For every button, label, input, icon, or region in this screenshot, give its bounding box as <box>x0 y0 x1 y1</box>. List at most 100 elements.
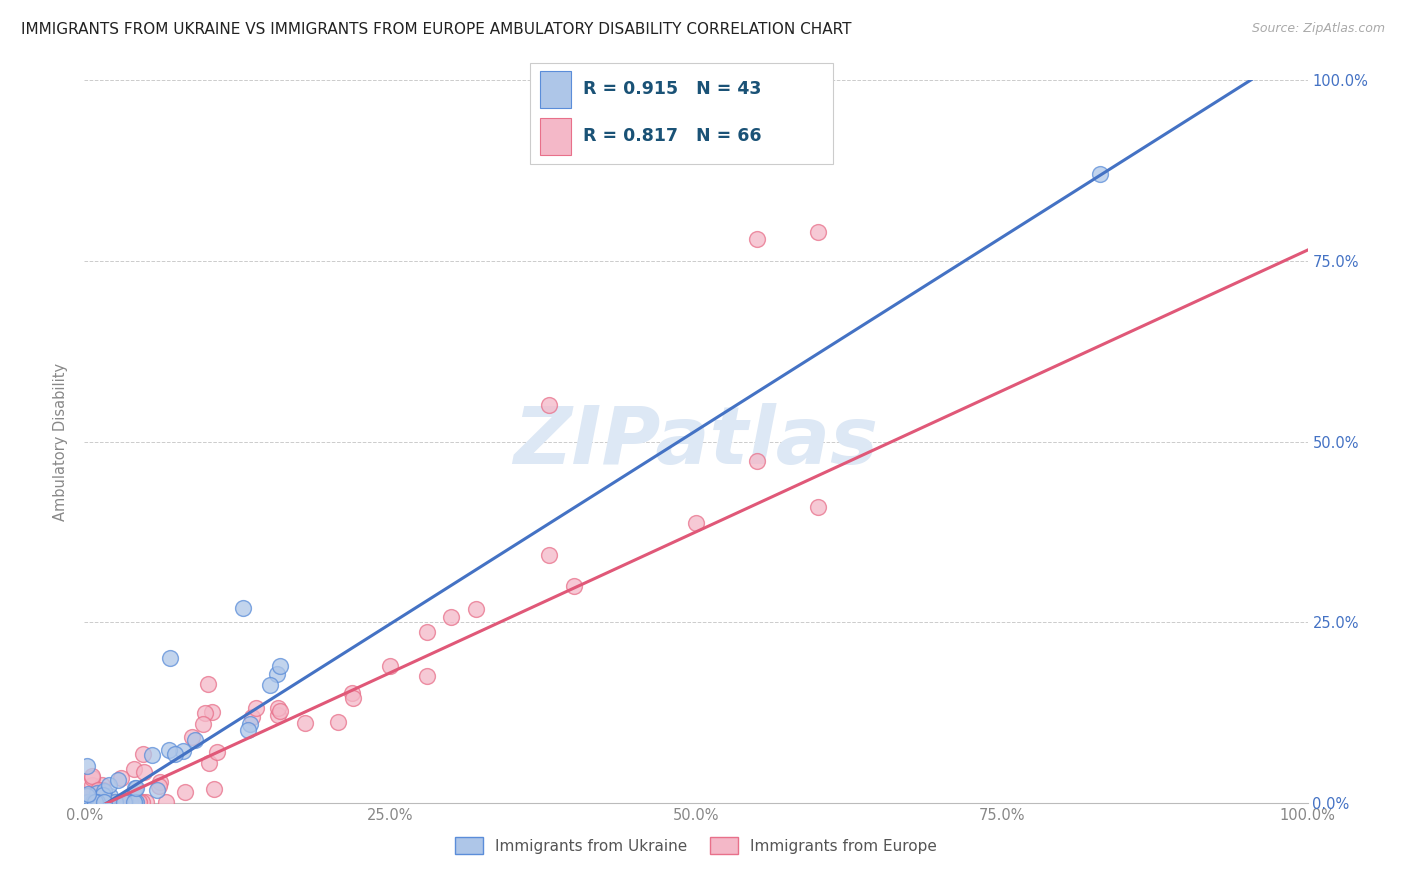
Point <box>80 771 103 785</box>
Point <box>245 700 267 714</box>
Point <box>259 678 281 692</box>
Point <box>294 715 316 730</box>
Text: ZIPatlas: ZIPatlas <box>513 402 879 481</box>
Bar <box>540 118 571 155</box>
Point <box>93 795 115 809</box>
Point <box>146 783 169 797</box>
Point <box>110 771 132 785</box>
Point <box>86 795 108 809</box>
Point <box>184 733 207 747</box>
Point <box>201 705 224 719</box>
Point <box>108 795 131 809</box>
Point <box>83 795 105 809</box>
Text: R = 0.817   N = 66: R = 0.817 N = 66 <box>583 128 762 145</box>
Point <box>90 795 112 809</box>
Point <box>232 600 254 615</box>
Point <box>562 578 585 592</box>
Point <box>120 795 142 809</box>
Point <box>86 786 108 800</box>
Point <box>114 794 136 808</box>
Point <box>155 795 177 809</box>
Point <box>122 762 145 776</box>
Point <box>98 795 121 809</box>
Point <box>96 795 118 809</box>
Point <box>148 779 170 793</box>
Point <box>464 602 486 616</box>
Point <box>93 795 115 809</box>
Point <box>80 769 103 783</box>
Point <box>269 658 291 673</box>
Point <box>76 789 98 803</box>
Point <box>125 780 148 795</box>
Point <box>538 548 561 562</box>
Point <box>79 795 101 809</box>
Point <box>174 785 197 799</box>
Point <box>1088 167 1111 181</box>
Point <box>76 795 98 809</box>
Point <box>165 747 187 762</box>
Point <box>340 686 363 700</box>
Point <box>267 700 290 714</box>
Point <box>80 778 103 792</box>
Point <box>107 772 129 787</box>
Point <box>83 795 105 809</box>
Point <box>84 795 107 809</box>
Text: IMMIGRANTS FROM UKRAINE VS IMMIGRANTS FROM EUROPE AMBULATORY DISABILITY CORRELAT: IMMIGRANTS FROM UKRAINE VS IMMIGRANTS FR… <box>21 22 852 37</box>
Point <box>326 715 349 730</box>
Legend: Immigrants from Ukraine, Immigrants from Europe: Immigrants from Ukraine, Immigrants from… <box>449 831 943 860</box>
Point <box>112 795 135 809</box>
Point <box>76 791 98 805</box>
Point <box>342 691 364 706</box>
Point <box>76 795 98 809</box>
Point <box>98 789 121 803</box>
Point <box>84 795 107 809</box>
Point <box>685 516 707 531</box>
Point <box>747 232 769 246</box>
Point <box>104 795 127 809</box>
Bar <box>540 70 571 108</box>
Point <box>197 756 219 770</box>
Point <box>269 704 291 718</box>
Point <box>124 795 146 809</box>
Point <box>267 707 290 722</box>
Point <box>807 225 830 239</box>
Point <box>440 610 463 624</box>
Point <box>197 677 219 691</box>
Point <box>82 795 104 809</box>
Point <box>205 745 228 759</box>
Point <box>76 795 98 809</box>
Point <box>93 788 115 802</box>
Point <box>416 625 439 640</box>
Text: Source: ZipAtlas.com: Source: ZipAtlas.com <box>1251 22 1385 36</box>
Point <box>202 782 225 797</box>
Point <box>181 730 204 744</box>
Point <box>98 778 121 792</box>
Point <box>141 747 163 762</box>
Point <box>98 795 121 809</box>
Point <box>135 795 157 809</box>
Point <box>157 743 180 757</box>
Point <box>122 795 145 809</box>
Point <box>91 795 114 809</box>
Point <box>128 795 150 809</box>
Point <box>76 795 98 809</box>
Point <box>266 666 288 681</box>
FancyBboxPatch shape <box>530 63 834 164</box>
Point <box>191 716 214 731</box>
Point <box>94 795 117 809</box>
Point <box>194 706 217 721</box>
Point <box>90 778 112 792</box>
Y-axis label: Ambulatory Disability: Ambulatory Disability <box>53 362 69 521</box>
Point <box>149 775 172 789</box>
Point <box>91 782 114 797</box>
Point <box>84 795 107 809</box>
Point <box>124 781 146 796</box>
Text: R = 0.915   N = 43: R = 0.915 N = 43 <box>583 80 761 98</box>
Point <box>131 795 153 809</box>
Point <box>416 669 439 683</box>
Point <box>128 795 150 809</box>
Point <box>159 651 181 665</box>
Point <box>93 783 115 797</box>
Point <box>77 787 100 801</box>
Point <box>112 795 135 809</box>
